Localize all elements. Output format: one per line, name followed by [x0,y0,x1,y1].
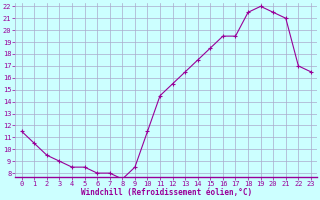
X-axis label: Windchill (Refroidissement éolien,°C): Windchill (Refroidissement éolien,°C) [81,188,252,197]
